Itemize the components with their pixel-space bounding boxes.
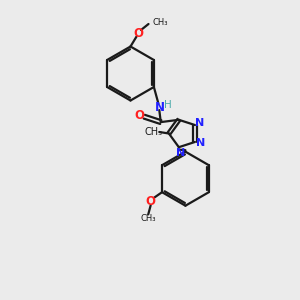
Text: N: N	[176, 148, 185, 158]
Text: CH₃: CH₃	[145, 127, 163, 137]
Text: H: H	[164, 100, 172, 110]
Text: O: O	[133, 26, 143, 40]
Text: N: N	[195, 118, 205, 128]
Text: N: N	[196, 138, 205, 148]
Text: CH₃: CH₃	[152, 18, 168, 27]
Text: O: O	[134, 109, 145, 122]
Text: O: O	[146, 195, 156, 208]
Text: CH₃: CH₃	[140, 214, 156, 224]
Text: N: N	[154, 100, 165, 114]
